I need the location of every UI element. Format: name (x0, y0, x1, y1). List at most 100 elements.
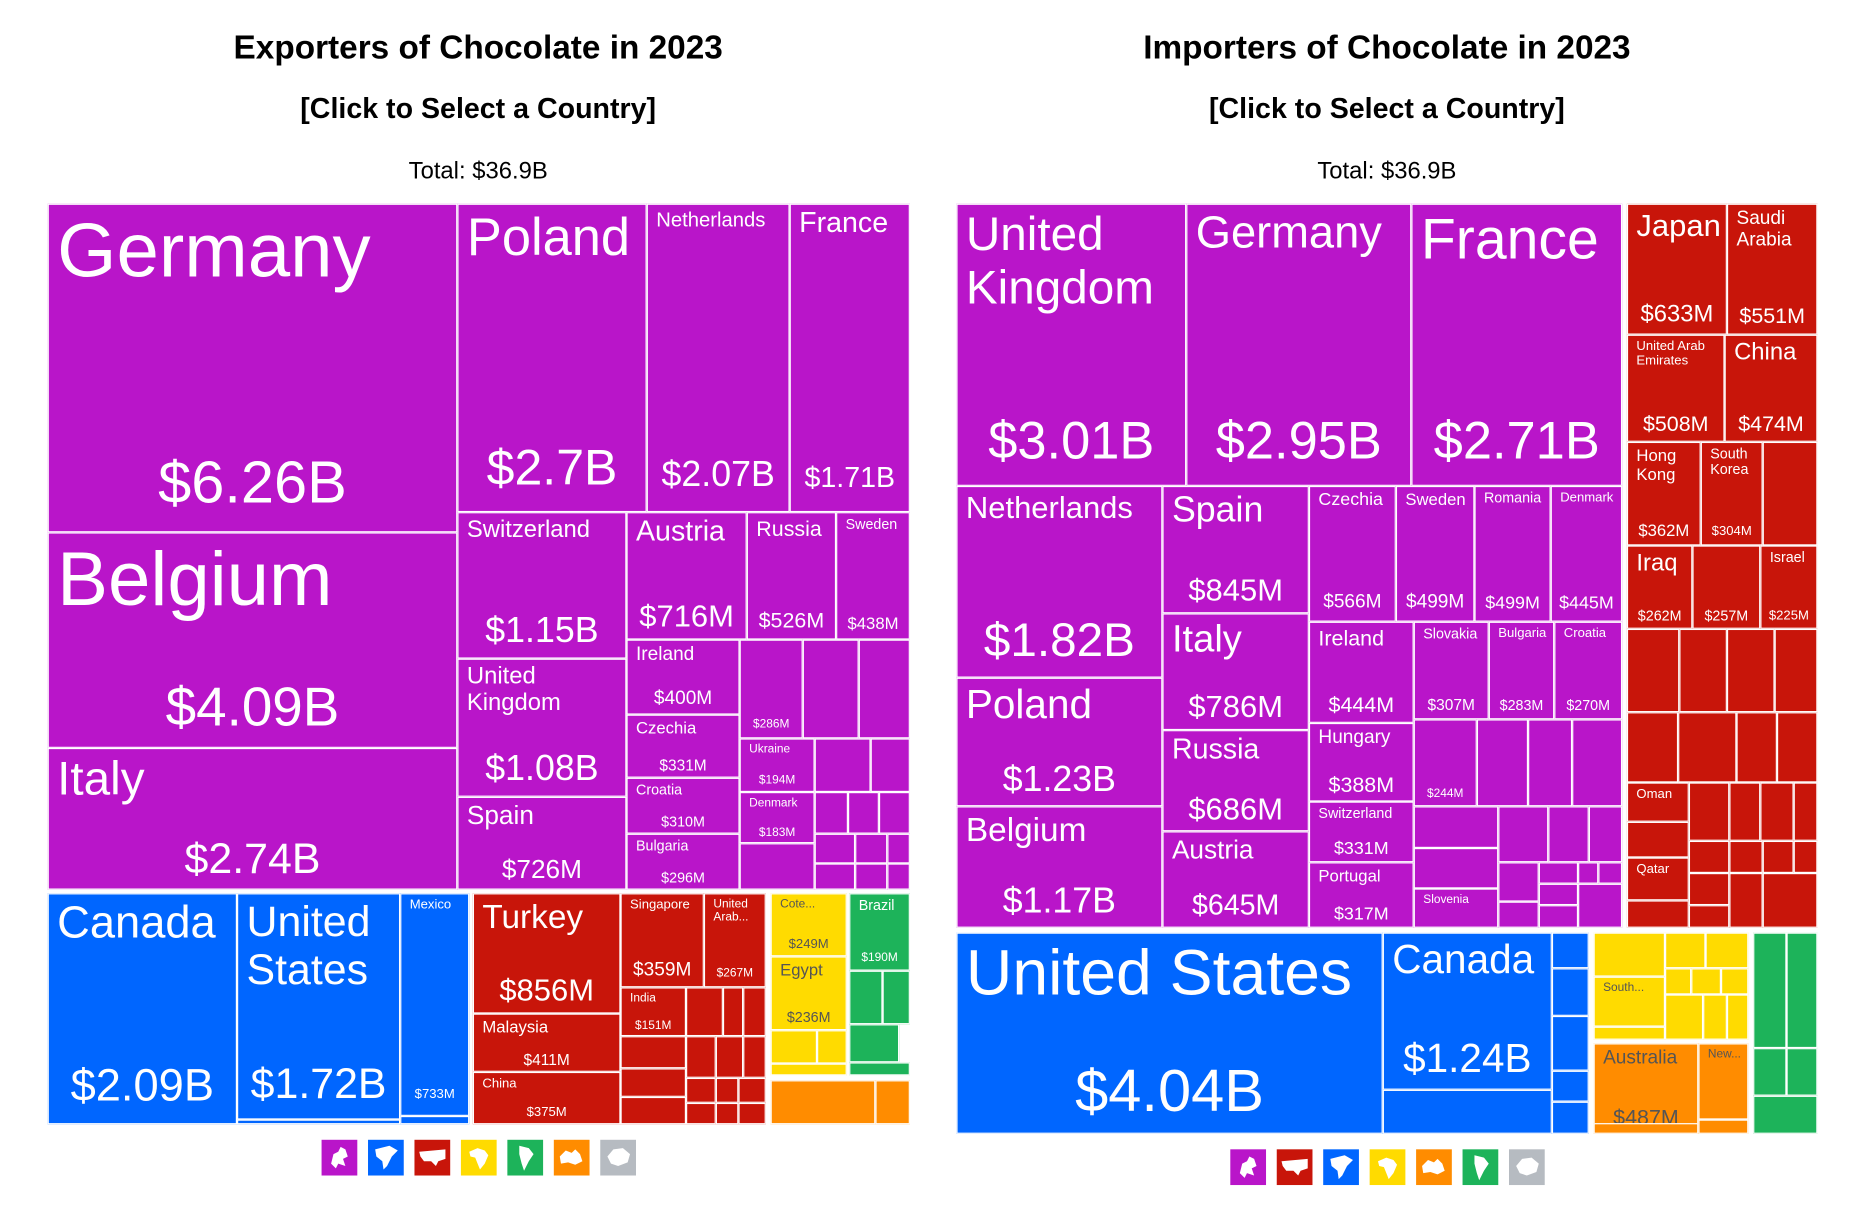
treemap-cell[interactable] (802, 639, 859, 739)
treemap-cell[interactable]: Australia $487M (1593, 1043, 1699, 1134)
treemap-cell[interactable] (887, 863, 910, 890)
antarctica-icon[interactable] (600, 1139, 636, 1176)
treemap-cell[interactable] (1753, 932, 1787, 1049)
south-america-icon[interactable] (507, 1139, 544, 1176)
treemap-cell[interactable]: Netherlands $1.82B (956, 485, 1163, 678)
treemap-cell[interactable] (620, 1036, 687, 1069)
treemap-cell[interactable] (849, 1024, 900, 1063)
treemap-cell[interactable]: China $375M (472, 1071, 621, 1125)
treemap-cell[interactable]: France $1.71B (789, 203, 910, 513)
treemap-cell[interactable] (1774, 628, 1818, 713)
treemap-cell[interactable]: Oman (1626, 782, 1689, 822)
treemap-cell[interactable] (715, 1036, 744, 1078)
treemap-cell[interactable]: Egypt $236M (770, 956, 847, 1031)
treemap-cell[interactable] (1588, 806, 1623, 863)
treemap-cell[interactable]: Hong Kong $362M (1626, 441, 1701, 546)
treemap-cell[interactable]: United Arab Emirates $508M (1626, 334, 1725, 442)
treemap-cell[interactable] (1688, 782, 1730, 841)
treemap-cell[interactable] (743, 1036, 766, 1078)
treemap-cell[interactable]: Netherlands $2.07B (646, 203, 790, 513)
oceania-icon[interactable] (553, 1139, 590, 1176)
treemap-cell[interactable] (1476, 719, 1529, 807)
treemap-cell[interactable] (722, 987, 744, 1037)
treemap-cell[interactable] (1762, 873, 1818, 928)
treemap-cell[interactable] (849, 970, 883, 1025)
treemap-cell[interactable]: United States $4.04B (956, 932, 1383, 1134)
treemap-cell[interactable] (1729, 782, 1761, 841)
treemap-cell[interactable]: South... (1593, 976, 1666, 1027)
treemap-cell[interactable] (1548, 806, 1589, 863)
treemap-cell[interactable]: Austria $645M (1162, 831, 1309, 928)
treemap-cell[interactable]: Croatia $310M (626, 777, 740, 834)
treemap-cell[interactable]: Austria $716M (626, 512, 747, 640)
treemap-cell[interactable] (1793, 840, 1818, 874)
treemap-cell[interactable] (1578, 862, 1599, 884)
treemap-cell[interactable]: Slovakia $307M (1413, 621, 1489, 720)
treemap-cell[interactable] (1753, 1048, 1787, 1096)
treemap-cell[interactable] (1691, 968, 1721, 995)
treemap-cell[interactable]: Belgium $1.17B (956, 806, 1163, 928)
treemap-cell[interactable]: Czechia $566M (1308, 485, 1396, 622)
treemap-cell[interactable] (1729, 873, 1763, 928)
treemap-cell[interactable]: Croatia $270M (1554, 621, 1623, 720)
treemap-cell[interactable]: Iraq $262M (1626, 545, 1693, 629)
treemap-cell[interactable] (814, 833, 856, 864)
treemap-cell[interactable]: Turkey $856M (472, 893, 621, 1014)
treemap-cell[interactable] (814, 863, 856, 890)
treemap-cell[interactable]: Switzerland $1.15B (457, 512, 627, 659)
africa-icon[interactable] (1369, 1149, 1406, 1186)
treemap-cell[interactable] (1626, 712, 1679, 783)
treemap-cell[interactable] (855, 833, 888, 864)
treemap-cell[interactable] (738, 1102, 766, 1125)
treemap-cell[interactable] (715, 1102, 739, 1125)
treemap-cell[interactable] (1665, 932, 1706, 969)
treemap-cell[interactable] (770, 1080, 876, 1125)
treemap-cell[interactable]: Cote... $249M (770, 893, 847, 957)
treemap-cell[interactable]: Bulgaria $283M (1488, 621, 1555, 720)
treemap-cell[interactable] (1703, 994, 1727, 1040)
treemap-cell[interactable] (1665, 968, 1692, 995)
treemap-cell[interactable] (686, 1036, 716, 1078)
treemap-cell[interactable] (1726, 628, 1775, 713)
treemap-cell[interactable]: Hungary $388M (1308, 722, 1414, 802)
treemap-cell[interactable] (1688, 873, 1730, 906)
treemap-cell[interactable]: $286M (739, 639, 803, 739)
treemap-cell[interactable]: Sweden $499M (1395, 485, 1475, 622)
treemap-cell[interactable]: Italy $786M (1162, 613, 1309, 731)
treemap-cell[interactable]: United Kingdom $3.01B (956, 203, 1187, 486)
treemap-cell[interactable] (1578, 883, 1623, 928)
treemap-cell[interactable] (878, 792, 910, 834)
antarctica-icon[interactable] (1508, 1149, 1545, 1186)
treemap-cell[interactable] (1593, 932, 1666, 977)
treemap-cell[interactable]: Bulgaria $296M (626, 833, 740, 890)
treemap-cell[interactable]: Mexico $733M (400, 893, 470, 1116)
treemap-cell[interactable] (686, 1102, 716, 1125)
treemap-cell[interactable] (1598, 862, 1623, 884)
treemap-cell[interactable] (1551, 1015, 1589, 1071)
north-america-icon[interactable] (368, 1139, 404, 1176)
treemap-cell[interactable]: Czechia $331M (626, 714, 740, 778)
treemap-cell[interactable]: Japan $633M (1626, 203, 1727, 335)
treemap-cell[interactable] (743, 987, 766, 1037)
treemap-cell[interactable] (1786, 1048, 1818, 1096)
treemap-cell[interactable] (1688, 840, 1730, 874)
treemap-cell[interactable]: $244M (1413, 719, 1477, 807)
treemap-cell[interactable] (1528, 719, 1573, 807)
treemap-cell[interactable] (1776, 712, 1818, 783)
treemap-cell[interactable]: Germany $6.26B (47, 203, 458, 533)
treemap-cell[interactable] (1793, 782, 1818, 841)
south-america-icon[interactable] (1462, 1149, 1499, 1186)
treemap-cell[interactable]: Poland $1.23B (956, 677, 1163, 807)
treemap-cell[interactable]: Germany $2.95B (1186, 203, 1412, 486)
treemap-cell[interactable]: Saudi Arabia $551M (1726, 203, 1818, 335)
treemap-cell[interactable] (1538, 862, 1579, 884)
treemap-cell[interactable] (1729, 840, 1763, 874)
treemap-cell[interactable] (847, 792, 879, 834)
treemap-cell[interactable] (715, 1077, 739, 1103)
treemap-cell[interactable]: Malaysia $411M (472, 1013, 621, 1072)
treemap-cell[interactable] (1626, 821, 1689, 858)
treemap-cell[interactable]: Israel $225M (1760, 545, 1818, 629)
treemap-cell[interactable] (1498, 806, 1549, 863)
treemap-cell[interactable] (1753, 1095, 1818, 1134)
treemap-cell[interactable] (1720, 968, 1749, 995)
